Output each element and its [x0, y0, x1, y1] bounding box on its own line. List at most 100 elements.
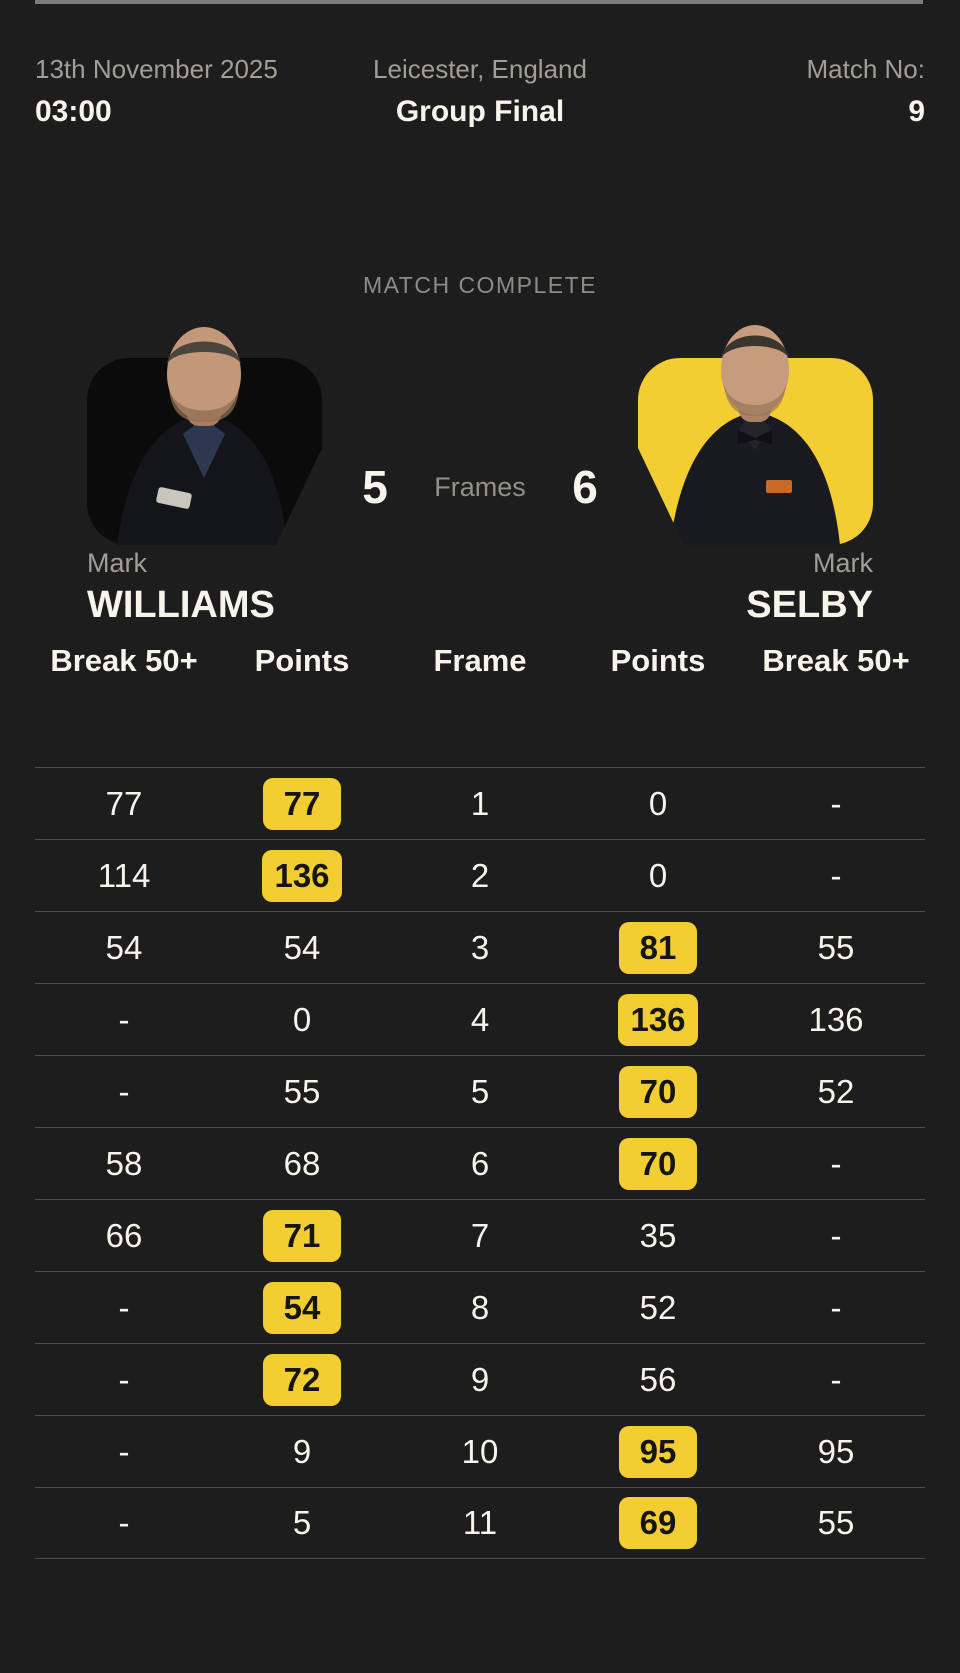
away-break-cell: 136: [808, 1000, 864, 1038]
frame-cell: 9: [470, 1360, 490, 1398]
home-break-cell: 54: [105, 928, 143, 966]
away-player-name: Mark SELBY: [746, 548, 873, 626]
away-points-cell: 136: [569, 993, 747, 1046]
winning-points-chip: 54: [263, 1281, 341, 1334]
away-break-cell: -: [830, 1144, 842, 1182]
away-break-cell: 55: [817, 928, 855, 966]
away-points-cell: 69: [569, 1497, 747, 1549]
top-divider-rule: [35, 0, 923, 4]
winning-points-chip: 136: [618, 993, 698, 1046]
frames-label: Frames: [434, 471, 526, 502]
home-player-photo-card: [87, 322, 322, 545]
frame-cell: 3: [470, 928, 490, 966]
away-points-cell: 70: [569, 1065, 747, 1118]
away-break-cell: -: [830, 1288, 842, 1326]
table-row: 114 136 2 0 -: [35, 839, 925, 911]
away-break-cell: -: [830, 1216, 842, 1254]
table-row: - 5 11 69 55: [35, 1487, 925, 1559]
match-date: 13th November 2025: [35, 54, 278, 84]
away-first-name: Mark: [813, 548, 873, 578]
match-number: 9: [908, 95, 925, 128]
match-info-header: 13th November 2025 03:00 Leicester, Engl…: [35, 54, 925, 129]
home-points-cell: 54: [213, 1281, 391, 1334]
home-break-cell: -: [118, 1288, 130, 1326]
home-points-cell: 68: [283, 1144, 321, 1182]
home-points-cell: 136: [213, 849, 391, 902]
away-points-cell: 52: [639, 1288, 677, 1326]
winning-points-chip: 69: [619, 1497, 697, 1549]
table-row: - 0 4 136 136: [35, 983, 925, 1055]
home-points-cell: 55: [283, 1072, 321, 1110]
winning-points-chip: 136: [262, 849, 342, 902]
frame-cell: 10: [461, 1432, 499, 1470]
frame-cell: 11: [462, 1504, 498, 1541]
away-points-header: Points: [610, 643, 706, 678]
away-break-cell: -: [830, 1360, 842, 1398]
table-row: 54 54 3 81 55: [35, 911, 925, 983]
frame-scores-table: Break 50+ Points Frame Points Break 50+ …: [35, 644, 925, 1559]
winning-points-chip: 71: [263, 1209, 341, 1262]
away-points-cell: 70: [569, 1137, 747, 1190]
home-points-cell: 71: [213, 1209, 391, 1262]
home-first-name: Mark: [87, 548, 147, 578]
away-break-header: Break 50+: [762, 643, 910, 678]
home-break-cell: 114: [97, 856, 151, 894]
away-break-cell: 55: [817, 1504, 855, 1541]
table-row: 77 77 1 0 -: [35, 767, 925, 839]
match-venue-block: Leicester, England Group Final: [35, 54, 925, 129]
frame-cell: 8: [470, 1288, 490, 1326]
frames-scoreline: 5 Frames 6: [0, 460, 960, 514]
home-break-cell: 66: [105, 1216, 143, 1254]
away-break-cell: -: [830, 784, 842, 822]
match-time: 03:00: [35, 95, 112, 128]
frame-cell: 6: [470, 1144, 490, 1182]
home-break-header: Break 50+: [50, 643, 198, 678]
away-points-cell: 0: [648, 856, 668, 894]
home-player-silhouette: [117, 327, 287, 545]
winning-points-chip: 77: [263, 777, 341, 830]
home-points-cell: 77: [213, 777, 391, 830]
home-break-cell: -: [118, 1072, 130, 1110]
match-number-block: Match No: 9: [807, 54, 926, 129]
match-stage: Group Final: [395, 95, 565, 128]
table-row: - 54 8 52 -: [35, 1271, 925, 1343]
home-break-cell: -: [118, 1504, 130, 1541]
table-row: 58 68 6 70 -: [35, 1127, 925, 1199]
away-break-cell: -: [830, 856, 842, 894]
home-frames-score: 5: [362, 461, 388, 513]
home-break-cell: -: [118, 1000, 130, 1038]
match-number-label: Match No:: [806, 54, 926, 84]
table-row: 66 71 7 35 -: [35, 1199, 925, 1271]
match-venue: Leicester, England: [373, 54, 587, 84]
home-points-cell: 0: [292, 1000, 312, 1038]
away-break-cell: 52: [817, 1072, 855, 1110]
home-break-cell: 77: [105, 784, 143, 822]
frame-rows: 77 77 1 0-114 136 2 0-54 54 3 81 55-0 4 136 136-55 5 70…: [35, 767, 925, 1559]
home-break-cell: -: [118, 1432, 130, 1470]
frame-cell: 1: [470, 784, 490, 822]
home-points-cell: 72: [213, 1353, 391, 1406]
frame-cell: 4: [470, 1000, 490, 1038]
home-points-header: Points: [254, 643, 350, 678]
winning-points-chip: 95: [619, 1425, 697, 1478]
frame-header: Frame: [433, 643, 527, 678]
away-points-cell: 81: [569, 921, 747, 974]
match-date-block: 13th November 2025 03:00: [35, 54, 278, 129]
table-row: - 9 10 95 95: [35, 1415, 925, 1487]
frame-cell: 2: [470, 856, 490, 894]
table-row: - 72 9 56 -: [35, 1343, 925, 1415]
home-last-name: WILLIAMS: [87, 584, 275, 626]
winning-points-chip: 72: [263, 1353, 341, 1406]
away-points-cell: 56: [639, 1360, 677, 1398]
away-points-cell: 35: [639, 1216, 677, 1254]
table-row: -55 5 70 52: [35, 1055, 925, 1127]
home-break-cell: -: [118, 1360, 130, 1398]
home-points-cell: 9: [292, 1432, 312, 1470]
home-break-cell: 58: [105, 1144, 143, 1182]
home-points-cell: 5: [292, 1504, 312, 1541]
home-points-cell: 54: [283, 928, 321, 966]
frame-cell: 5: [470, 1072, 490, 1110]
winning-points-chip: 70: [619, 1137, 697, 1190]
match-status: MATCH COMPLETE: [363, 272, 597, 298]
